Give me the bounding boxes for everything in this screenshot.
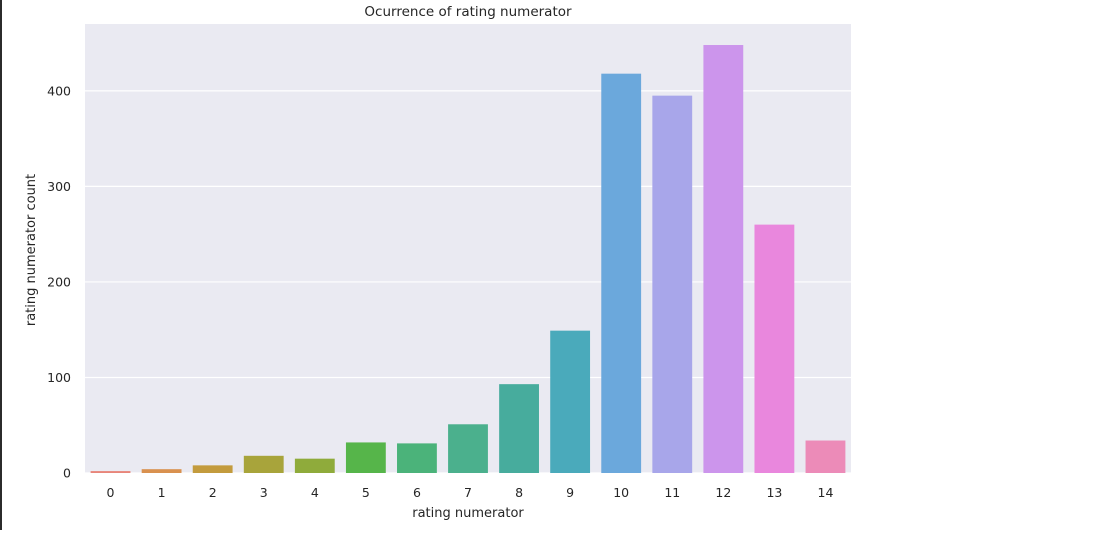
y-axis-label: rating numerator count	[24, 174, 39, 326]
x-tick-label: 5	[362, 485, 370, 500]
bar-6	[397, 443, 437, 473]
y-tick-label: 100	[47, 370, 71, 385]
x-tick-label: 10	[613, 485, 629, 500]
x-tick-labels: 0 1 2 3 4 5 6 7 8 9 10 11 12 13 14	[107, 485, 834, 500]
x-tick-label: 7	[464, 485, 472, 500]
chart-title: Ocurrence of rating numerator	[364, 4, 572, 20]
x-tick-label: 4	[311, 485, 319, 500]
y-tick-label: 400	[47, 83, 71, 98]
bar-11	[652, 95, 693, 474]
bar-14	[805, 440, 846, 473]
bar-1	[141, 469, 182, 473]
x-tick-label: 13	[766, 485, 782, 500]
x-tick-label: 9	[566, 485, 574, 500]
x-tick-label: 2	[209, 485, 217, 500]
bars	[90, 45, 846, 474]
bar-8	[499, 384, 539, 473]
x-tick-label: 14	[818, 485, 834, 500]
y-tick-labels: 0 100 200 300 400	[47, 83, 71, 480]
x-tick-label: 11	[664, 485, 680, 500]
bar-7	[448, 424, 488, 473]
y-tick-label: 200	[47, 274, 71, 289]
y-tick-label: 0	[63, 466, 71, 481]
bar-12	[703, 45, 744, 473]
bar-0	[90, 471, 131, 473]
x-tick-label: 3	[260, 485, 268, 500]
bar-2	[192, 465, 233, 473]
window-left-border	[0, 0, 2, 530]
x-tick-label: 12	[715, 485, 731, 500]
x-axis-label: rating numerator	[412, 506, 524, 521]
x-tick-label: 8	[515, 485, 523, 500]
bar-10	[601, 73, 642, 473]
bar-4	[294, 458, 335, 473]
bar-9	[550, 330, 591, 473]
x-tick-label: 1	[158, 485, 166, 500]
x-tick-label: 6	[413, 485, 421, 500]
y-tick-label: 300	[47, 179, 71, 194]
bar-3	[243, 455, 284, 473]
x-tick-label: 0	[107, 485, 115, 500]
bar-13	[754, 224, 795, 473]
bar-5	[345, 442, 386, 473]
